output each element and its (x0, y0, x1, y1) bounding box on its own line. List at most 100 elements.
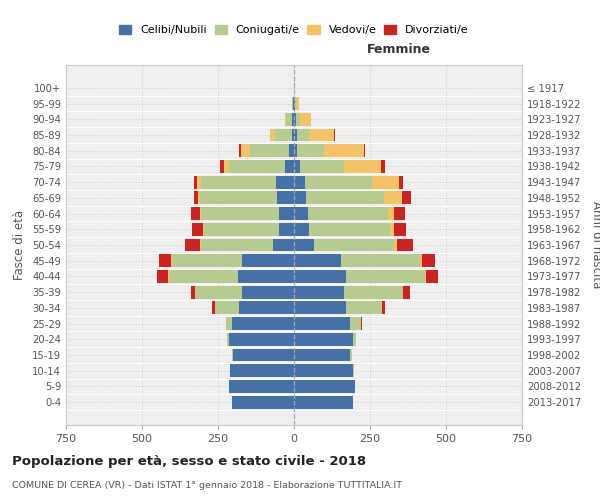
Bar (212, 302, 215, 314)
Bar (242, 254, 294, 267)
Bar (294, 238, 314, 252)
Bar (294, 364, 353, 377)
Bar (232, 317, 294, 330)
Bar (334, 128, 335, 141)
Bar (390, 223, 394, 235)
Bar (194, 192, 198, 204)
Text: Popolazione per età, sesso e stato civile - 2018: Popolazione per età, sesso e stato civil… (12, 455, 366, 468)
Bar (402, 192, 411, 204)
Bar (241, 144, 250, 157)
Bar (229, 160, 285, 173)
Bar (294, 333, 353, 346)
Bar (294, 348, 350, 362)
Bar (198, 192, 200, 204)
Bar (200, 192, 277, 204)
Bar (201, 207, 279, 220)
Bar (224, 160, 229, 173)
Bar (279, 207, 294, 220)
Bar (350, 348, 352, 362)
Bar (201, 238, 273, 252)
Bar (294, 270, 346, 283)
Legend: Celibi/Nubili, Coniugati/e, Vedovi/e, Divorziati/e: Celibi/Nubili, Coniugati/e, Vedovi/e, Di… (115, 20, 473, 40)
Bar (420, 254, 422, 267)
Bar (279, 223, 294, 235)
Bar (276, 176, 294, 188)
Bar (294, 396, 353, 408)
Bar (294, 113, 296, 126)
Bar (325, 144, 364, 157)
Bar (300, 160, 344, 173)
Bar (305, 176, 371, 188)
Bar (309, 128, 334, 141)
Bar (239, 144, 241, 157)
Bar (297, 144, 325, 157)
Bar (293, 97, 294, 110)
Bar (168, 270, 169, 283)
Bar (294, 380, 355, 393)
Bar (426, 270, 439, 283)
Bar (285, 113, 286, 126)
Bar (286, 113, 292, 126)
Bar (383, 192, 402, 204)
Bar (294, 192, 306, 204)
Bar (382, 302, 385, 314)
Bar (230, 364, 294, 377)
Bar (297, 128, 309, 141)
Bar (346, 302, 382, 314)
Bar (294, 254, 341, 267)
Y-axis label: Anni di nascita: Anni di nascita (590, 202, 600, 288)
Bar (294, 144, 297, 157)
Bar (294, 176, 305, 188)
Bar (346, 270, 425, 283)
Bar (308, 207, 388, 220)
Bar (238, 270, 294, 283)
Bar (195, 286, 242, 298)
Bar (227, 333, 229, 346)
Bar (169, 270, 238, 283)
Bar (294, 302, 346, 314)
Bar (296, 113, 300, 126)
Bar (275, 128, 292, 141)
Bar (200, 207, 201, 220)
Bar (344, 286, 403, 298)
Bar (341, 254, 420, 267)
Bar (292, 113, 294, 126)
Bar (394, 223, 406, 235)
Bar (294, 207, 308, 220)
Bar (353, 364, 354, 377)
Text: Femmine: Femmine (367, 43, 431, 56)
Bar (191, 207, 200, 220)
Bar (277, 192, 294, 204)
Bar (309, 223, 390, 235)
Bar (344, 160, 380, 173)
Bar (226, 317, 232, 330)
Bar (388, 207, 394, 220)
Bar (250, 144, 289, 157)
Bar (185, 238, 200, 252)
Bar (159, 254, 171, 267)
Bar (194, 176, 197, 188)
Bar (294, 286, 344, 298)
Bar (172, 254, 242, 267)
Bar (300, 113, 311, 126)
Bar (380, 160, 385, 173)
Bar (273, 238, 294, 252)
Bar (399, 176, 403, 188)
Bar (191, 286, 195, 298)
Bar (285, 160, 294, 173)
Bar (364, 144, 365, 157)
Bar (350, 317, 361, 330)
Bar (397, 238, 413, 252)
Bar (296, 97, 299, 110)
Bar (394, 238, 397, 252)
Bar (192, 223, 203, 235)
Bar (361, 317, 362, 330)
Bar (157, 270, 168, 283)
Bar (197, 176, 201, 188)
Bar (200, 238, 201, 252)
Bar (403, 286, 410, 298)
Bar (422, 254, 436, 267)
Bar (232, 348, 233, 362)
Bar (242, 286, 294, 298)
Bar (425, 270, 426, 283)
